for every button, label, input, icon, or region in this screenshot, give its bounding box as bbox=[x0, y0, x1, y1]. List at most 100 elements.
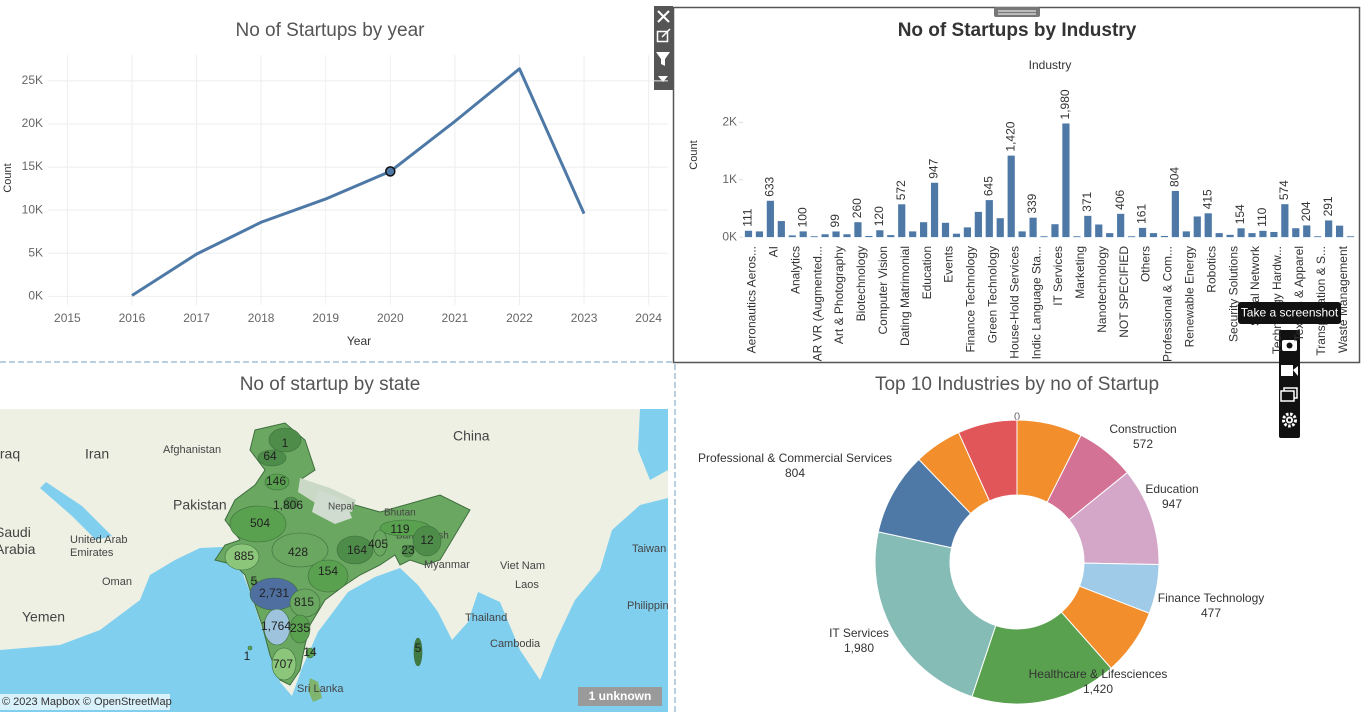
place-label: Taiwan bbox=[632, 543, 666, 555]
value-label: 371 bbox=[1080, 191, 1094, 211]
y-axis-title: Count bbox=[688, 140, 700, 169]
state-value-label: 64 bbox=[263, 449, 277, 463]
screenshot-button[interactable] bbox=[1282, 340, 1297, 351]
gulf bbox=[40, 482, 112, 540]
x-tick-label: AR VR (Augmented... bbox=[810, 246, 824, 361]
x-tick-label: 2022 bbox=[506, 311, 533, 325]
state-region bbox=[247, 645, 253, 651]
place-label: Yemen bbox=[22, 609, 65, 625]
value-label: 804 bbox=[1168, 167, 1182, 187]
bar bbox=[810, 236, 818, 238]
x-tick-label: 2016 bbox=[119, 311, 146, 325]
place-label: China bbox=[453, 428, 490, 444]
x-axis-title: Industry bbox=[1029, 58, 1072, 72]
state-region bbox=[413, 637, 423, 667]
chart-title: Top 10 Industries by no of Startup bbox=[875, 374, 1159, 395]
bar bbox=[1117, 213, 1125, 238]
bar bbox=[777, 221, 785, 238]
value-label: 120 bbox=[872, 206, 886, 226]
panel-handle[interactable] bbox=[994, 7, 1040, 17]
x-tick-label: Renewable Energy bbox=[1183, 246, 1197, 347]
x-tick-label: Waste Management bbox=[1336, 245, 1350, 353]
x-tick-label: 2015 bbox=[54, 311, 81, 325]
windows-button[interactable] bbox=[1280, 387, 1298, 402]
state-value-label: 2,731 bbox=[259, 586, 289, 600]
state-value-label: 14 bbox=[303, 645, 317, 659]
state-region bbox=[307, 559, 349, 593]
bar bbox=[1062, 123, 1070, 238]
y-tick-label: 0K bbox=[722, 229, 737, 243]
y-tick-label: 25K bbox=[22, 73, 43, 87]
record-button[interactable] bbox=[1281, 365, 1298, 376]
value-label: 154 bbox=[1233, 204, 1247, 224]
bar bbox=[865, 235, 873, 238]
x-tick-label: 2023 bbox=[571, 311, 598, 325]
state-value-label: 815 bbox=[294, 595, 314, 609]
x-tick-label: Professional & Com... bbox=[1161, 246, 1175, 362]
bar bbox=[788, 235, 796, 238]
bar bbox=[755, 231, 764, 238]
bar bbox=[1127, 236, 1136, 238]
unknown-label: 1 unknown bbox=[589, 689, 652, 703]
x-tick-label: Robotics bbox=[1204, 246, 1218, 293]
bar bbox=[876, 230, 884, 238]
value-label: 110 bbox=[1255, 207, 1269, 226]
unknown-badge[interactable] bbox=[578, 687, 662, 706]
slice-label: Construction bbox=[1109, 422, 1176, 436]
bar bbox=[1303, 225, 1311, 238]
state-region bbox=[264, 473, 290, 491]
state-value-label: 23 bbox=[401, 543, 415, 557]
tooltip: Take a screenshot bbox=[1238, 302, 1341, 324]
bar bbox=[1106, 233, 1114, 238]
x-tick-label: 2021 bbox=[442, 311, 469, 325]
bar bbox=[821, 234, 829, 238]
state-region bbox=[268, 427, 302, 453]
value-label: 574 bbox=[1277, 180, 1291, 200]
place-label: Nepal bbox=[328, 502, 354, 513]
bar bbox=[898, 204, 906, 238]
x-tick-label: Computer Vision bbox=[876, 246, 890, 335]
value-label: 415 bbox=[1200, 189, 1214, 209]
state-region bbox=[224, 543, 260, 571]
bar bbox=[1029, 217, 1037, 238]
state-value-label: 1 bbox=[244, 649, 251, 663]
sea bbox=[638, 409, 668, 480]
state-region bbox=[312, 490, 352, 524]
bar bbox=[1051, 224, 1059, 238]
settings-button[interactable] bbox=[1282, 412, 1297, 428]
bar bbox=[843, 234, 851, 238]
bar bbox=[1018, 231, 1026, 238]
x-tick-label: 2020 bbox=[377, 311, 404, 325]
line-series bbox=[131, 67, 586, 297]
x-tick-label: House-Hold Services bbox=[1007, 246, 1021, 359]
x-tick-label: Others bbox=[1139, 246, 1153, 282]
value-label: 204 bbox=[1299, 201, 1313, 221]
filter-button[interactable] bbox=[656, 52, 670, 66]
state-region bbox=[305, 647, 315, 659]
place-label: Philippines bbox=[627, 600, 681, 612]
map: Iraq Iran Afghanistan China Pakistan SaudiAra… bbox=[0, 409, 681, 712]
bar bbox=[744, 230, 753, 238]
place-label: United Arab Emirates bbox=[70, 534, 127, 559]
more-button[interactable] bbox=[658, 76, 668, 82]
sea bbox=[0, 498, 668, 712]
x-tick-label: Finance Technology bbox=[964, 246, 978, 353]
x-tick-label: Aeronautics Aeros... bbox=[745, 246, 759, 353]
place-label: Cambodia bbox=[490, 638, 541, 650]
x-tick-label: NOT SPECIFIED bbox=[1117, 246, 1131, 338]
close-button[interactable] bbox=[657, 10, 670, 23]
attribution-bg bbox=[0, 694, 170, 710]
bar bbox=[766, 200, 774, 238]
open-button[interactable] bbox=[656, 28, 671, 43]
x-tick-label: Green Technology bbox=[985, 246, 999, 343]
bar bbox=[854, 222, 862, 238]
y-tick-label: 0K bbox=[28, 289, 43, 303]
place-label: Myanmar bbox=[424, 559, 470, 571]
place-label: Sri Lanka bbox=[297, 683, 344, 695]
place-label: Thailand bbox=[465, 612, 507, 624]
chart-title: No of Startups by Industry bbox=[898, 20, 1137, 41]
state-region bbox=[229, 505, 287, 543]
state-value-label: 504 bbox=[250, 516, 270, 530]
